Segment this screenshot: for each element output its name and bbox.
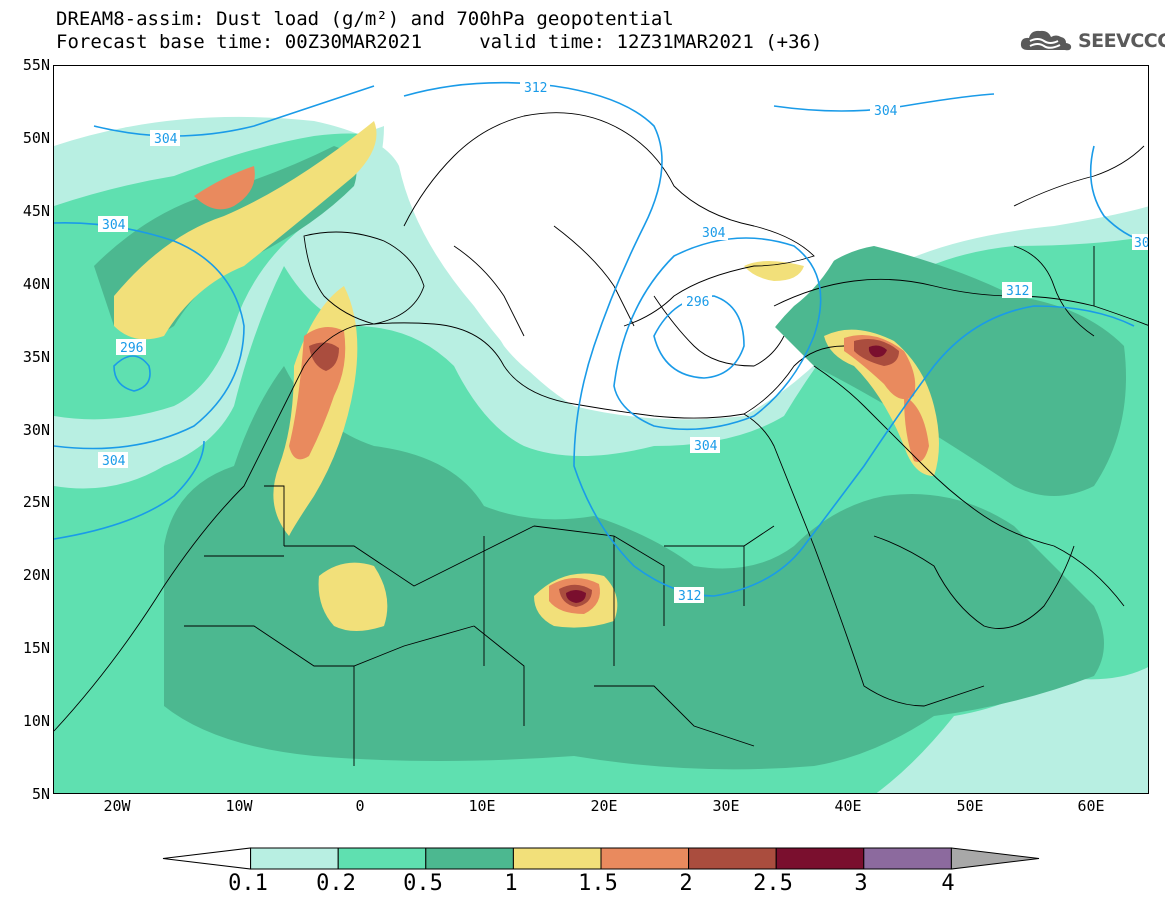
lon-label: 40E <box>834 797 862 815</box>
colorbar-label: 2.5 <box>753 871 793 896</box>
contour-304-ca <box>1089 145 1145 242</box>
colorbar-label: 1 <box>504 871 518 896</box>
lon-label: 20W <box>103 797 131 815</box>
map-area: 312 304 304 304 296 304 296 304 312 304 … <box>53 65 1149 794</box>
lon-label: 10W <box>225 797 253 815</box>
contour-304-afr <box>54 440 205 540</box>
dust-maroon-iraq <box>868 345 887 358</box>
contour-label: 304 <box>874 104 898 119</box>
colorbar-cell <box>250 847 339 870</box>
chart-title: DREAM8-assim: Dust load (g/m²) and 700hP… <box>56 8 674 30</box>
lat-label: 45N <box>22 202 50 220</box>
colorbar-label: 4 <box>941 871 955 896</box>
colorbar-cells <box>162 847 1040 870</box>
seevccc-logo: SEEVCCC <box>1018 26 1165 56</box>
lon-label: 50E <box>956 797 984 815</box>
contour-label: 312 <box>1006 284 1029 299</box>
colorbar-label: 2 <box>679 871 693 896</box>
colorbar-cell <box>512 847 602 870</box>
dust-field-dark <box>164 366 1104 770</box>
colorbar-cell <box>863 847 952 870</box>
lat-label: 15N <box>22 639 50 657</box>
contour-label: 296 <box>120 341 143 356</box>
dust-orange-iran <box>904 396 929 462</box>
lat-label: 5N <box>31 785 50 803</box>
colorbar-label: 0.5 <box>403 871 443 896</box>
lon-label: 0 <box>355 797 365 815</box>
lat-label: 50N <box>22 129 50 147</box>
contour-label: 304 <box>702 226 726 241</box>
lat-label: 35N <box>22 348 50 366</box>
colorbar <box>162 847 1040 870</box>
contour-296-atl <box>113 355 151 392</box>
colorbar-label: 3 <box>854 871 868 896</box>
colorbar-cell <box>162 847 252 870</box>
contour-label: 304 <box>102 454 126 469</box>
contour-label: 312 <box>524 81 547 96</box>
colorbar-cell <box>950 847 1040 870</box>
chart-subtitle: Forecast base time: 00Z30MAR2021 valid t… <box>56 31 823 53</box>
lat-label: 25N <box>22 493 50 511</box>
contour-label: 304 <box>102 218 126 233</box>
cloud-icon <box>1020 30 1072 51</box>
dust-orange-atl <box>194 166 255 210</box>
colorbar-cell <box>425 847 514 870</box>
colorbar-label: 0.1 <box>228 871 268 896</box>
contour-312-north <box>403 81 1135 597</box>
contour-labels: 312 304 304 304 296 304 296 304 312 304 … <box>98 79 1149 604</box>
contour-label: 304 <box>154 132 178 147</box>
contour-304-iberia <box>54 222 245 450</box>
coastlines <box>54 112 1148 766</box>
lon-label: 30E <box>712 797 740 815</box>
dust-load-map: 312 304 304 304 296 304 296 304 312 304 … <box>54 66 1149 793</box>
contour-label: 304 <box>694 439 718 454</box>
colorbar-cell <box>775 847 865 870</box>
lon-label: 10E <box>468 797 496 815</box>
colorbar-cell <box>688 847 777 870</box>
colorbar-cell <box>337 847 427 870</box>
colorbar-label: 0.2 <box>316 871 356 896</box>
lat-label: 30N <box>22 421 50 439</box>
geopotential-contours <box>54 81 1145 597</box>
contour-label: 30 <box>1134 236 1149 251</box>
lat-label: 20N <box>22 566 50 584</box>
lat-label: 55N <box>22 56 50 74</box>
lat-label: 40N <box>22 275 50 293</box>
contour-304-med <box>613 237 822 431</box>
dust-yellow-atl <box>114 121 377 340</box>
clear-northeast <box>884 66 1148 216</box>
dust-yellow-sahara1 <box>318 562 388 631</box>
colorbar-cell <box>600 847 690 870</box>
logo-text: SEEVCCC <box>1078 30 1165 52</box>
lat-label: 10N <box>22 712 50 730</box>
contour-label: 296 <box>686 295 709 310</box>
contour-304-ne <box>773 93 995 112</box>
contour-304-atl <box>93 85 375 137</box>
colorbar-label: 1.5 <box>578 871 618 896</box>
clear-europe <box>404 66 877 407</box>
dust-maroon-chad <box>566 590 586 603</box>
dust-field-dark-east <box>774 246 1126 496</box>
contour-label: 312 <box>678 589 701 604</box>
lon-label: 60E <box>1077 797 1105 815</box>
lon-label: 20E <box>590 797 618 815</box>
